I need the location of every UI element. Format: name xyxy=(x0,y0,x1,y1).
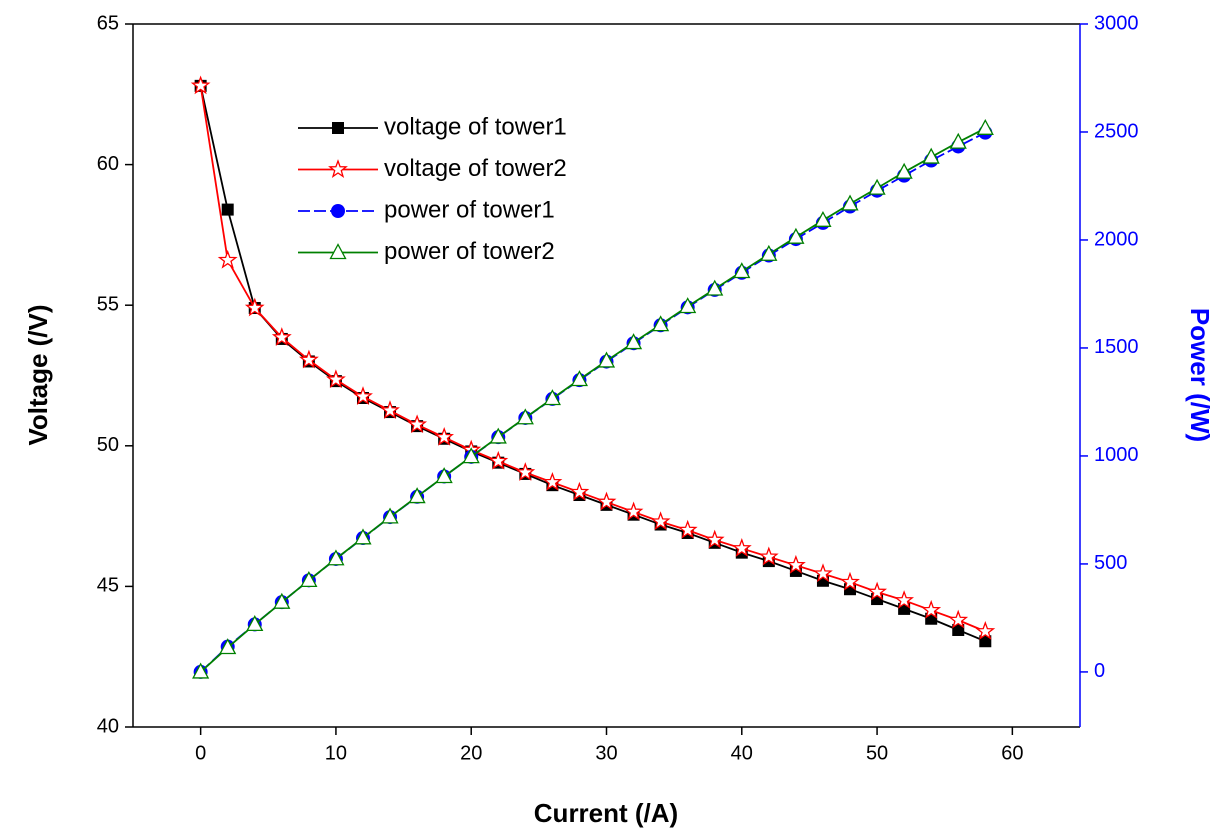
marker xyxy=(979,635,992,648)
marker xyxy=(570,370,589,387)
marker xyxy=(813,563,833,583)
marker xyxy=(597,351,616,368)
y-tick-label: 50 xyxy=(97,434,119,456)
marker xyxy=(867,581,888,601)
marker xyxy=(975,621,996,640)
marker xyxy=(894,590,915,609)
marker xyxy=(331,204,345,218)
legend-label: power of tower1 xyxy=(384,196,555,223)
marker xyxy=(273,592,291,609)
marker xyxy=(760,244,778,261)
legend-label: voltage of tower2 xyxy=(384,155,567,182)
marker xyxy=(325,369,346,389)
marker xyxy=(787,227,805,244)
marker xyxy=(623,501,644,521)
marker xyxy=(462,447,480,464)
marker xyxy=(381,507,399,524)
x-tick-label: 40 xyxy=(731,742,753,764)
x-tick-label: 30 xyxy=(595,742,617,764)
y2-tick-label: 3000 xyxy=(1094,12,1139,34)
marker xyxy=(952,623,965,636)
marker xyxy=(569,481,590,501)
marker xyxy=(380,400,400,420)
marker xyxy=(704,529,725,549)
marker xyxy=(949,132,967,149)
y-tick-label: 65 xyxy=(97,12,119,34)
legend-label: power of tower2 xyxy=(384,238,555,265)
x-axis-title: Current (/A) xyxy=(534,798,678,828)
y2-tick-label: 1000 xyxy=(1094,444,1139,466)
marker xyxy=(731,537,752,557)
marker xyxy=(516,408,534,425)
marker xyxy=(190,75,211,95)
y2-tick-label: 1500 xyxy=(1094,336,1139,358)
marker xyxy=(300,570,318,588)
series-line xyxy=(200,127,986,673)
y-tick-label: 40 xyxy=(97,715,119,737)
marker xyxy=(895,162,913,179)
marker xyxy=(353,386,373,406)
marker xyxy=(271,327,292,346)
marker xyxy=(650,511,671,531)
marker xyxy=(489,427,507,444)
series-line xyxy=(199,85,986,633)
marker xyxy=(244,297,265,317)
legend-label: voltage of tower1 xyxy=(384,113,567,140)
marker xyxy=(948,609,969,629)
marker xyxy=(840,571,860,591)
y-tick-label: 55 xyxy=(97,293,119,315)
marker xyxy=(219,638,237,655)
y-tick-label: 45 xyxy=(97,575,119,597)
marker xyxy=(221,203,234,216)
y2-tick-label: 0 xyxy=(1094,660,1105,682)
marker xyxy=(192,662,210,679)
marker xyxy=(921,599,942,619)
marker xyxy=(408,487,426,504)
x-tick-label: 10 xyxy=(325,742,347,764)
x-tick-label: 50 xyxy=(866,742,888,764)
marker xyxy=(976,118,994,135)
marker xyxy=(298,349,319,369)
marker xyxy=(679,297,697,314)
marker xyxy=(922,147,940,164)
y2-tick-label: 2000 xyxy=(1094,228,1139,250)
y-axis-title: Voltage (/V) xyxy=(23,304,53,445)
marker xyxy=(841,194,859,211)
marker xyxy=(733,262,751,279)
marker xyxy=(814,210,832,227)
y-tick-label: 60 xyxy=(97,153,119,175)
marker xyxy=(624,333,643,350)
marker xyxy=(328,159,348,178)
marker xyxy=(543,389,561,406)
marker xyxy=(217,249,238,269)
x-tick-label: 20 xyxy=(460,742,482,764)
marker xyxy=(868,178,886,195)
marker xyxy=(759,546,779,566)
marker xyxy=(434,427,455,446)
marker xyxy=(515,462,536,481)
x-tick-label: 0 xyxy=(195,742,206,764)
marker xyxy=(329,243,347,260)
marker xyxy=(785,554,806,574)
marker xyxy=(596,491,617,511)
x-tick-label: 60 xyxy=(1001,742,1023,764)
marker xyxy=(435,467,453,484)
marker xyxy=(706,279,724,296)
marker xyxy=(332,122,344,134)
marker xyxy=(488,450,509,470)
marker xyxy=(354,528,372,545)
marker xyxy=(652,315,670,332)
series-line xyxy=(200,131,986,673)
marker xyxy=(327,549,345,566)
marker xyxy=(407,414,428,434)
y2-axis-title: Power (/W) xyxy=(1185,308,1215,442)
marker xyxy=(246,615,264,632)
y2-tick-label: 2500 xyxy=(1094,120,1139,142)
marker xyxy=(677,519,698,539)
marker xyxy=(542,472,563,491)
y2-tick-label: 500 xyxy=(1094,552,1127,574)
